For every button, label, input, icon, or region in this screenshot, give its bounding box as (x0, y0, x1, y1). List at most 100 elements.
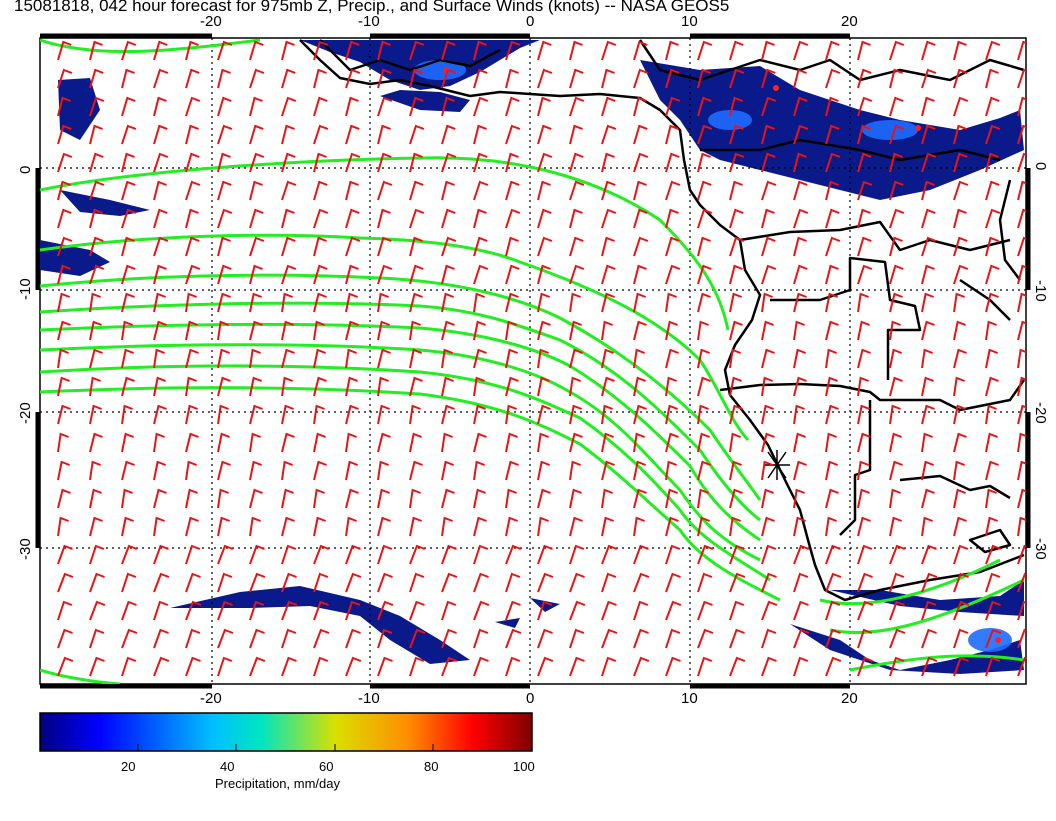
wind-barb (761, 600, 778, 621)
wind-barb (409, 460, 423, 481)
wind-barb (537, 488, 551, 509)
wind-barb (89, 348, 103, 369)
wind-barb (601, 68, 615, 89)
wind-barb (729, 544, 745, 565)
wind-barb (985, 40, 1001, 61)
wind-barb (857, 516, 871, 537)
wind-barb (473, 236, 488, 257)
wind-barb (1017, 488, 1026, 509)
wind-barb (1017, 348, 1026, 369)
wind-barb (473, 208, 487, 229)
wind-barb (601, 348, 614, 369)
wind-barb (409, 68, 423, 89)
wind-barb (153, 628, 169, 649)
wind-barb (889, 460, 903, 481)
wind-barb (473, 40, 487, 61)
wind-barb (601, 376, 615, 397)
wind-barb (57, 68, 73, 89)
wind-barb (985, 124, 1001, 145)
wind-barb (217, 488, 229, 509)
wind-barb (1017, 404, 1026, 425)
wind-barb (665, 600, 682, 621)
wind-barb (217, 208, 233, 229)
wind-barb (505, 292, 519, 313)
wind-barb (857, 404, 870, 425)
wind-barb (921, 404, 935, 425)
wind-barb (697, 180, 712, 201)
wind-barb (441, 516, 453, 537)
wind-barb (569, 96, 585, 117)
wind-barb (1017, 572, 1026, 593)
map-title: 15081818, 042 hour forecast for 975mb Z,… (14, 0, 730, 15)
wind-barb (473, 348, 487, 369)
wind-barb (249, 236, 265, 257)
wind-barb (729, 404, 743, 425)
wind-barb (889, 320, 901, 341)
wind-barb (761, 628, 777, 649)
wind-barb (825, 544, 841, 565)
wind-barb (313, 124, 329, 145)
wind-barb (985, 488, 997, 509)
wind-barb (921, 320, 935, 341)
wind-barb (1017, 124, 1026, 145)
wind-barb (761, 320, 774, 341)
wind-barb (633, 320, 647, 341)
wind-barb (697, 348, 710, 369)
wind-barb (889, 180, 904, 201)
wind-barb (505, 264, 520, 285)
wind-barb (729, 572, 746, 593)
wind-barb (121, 96, 136, 117)
wind-barb (569, 460, 581, 481)
wind-barb (601, 40, 617, 61)
wind-barb (377, 376, 389, 397)
wind-barb (409, 348, 422, 369)
wind-barb (217, 320, 229, 341)
wind-barb (505, 656, 521, 677)
wind-barb (953, 628, 969, 649)
wind-barb (601, 96, 616, 117)
wind-barb (793, 572, 809, 593)
wind-barb (857, 432, 871, 453)
wind-barb (217, 572, 233, 593)
wind-barb (345, 236, 361, 257)
wind-barb (441, 572, 458, 593)
wind-barb (121, 236, 135, 257)
wind-barb (857, 348, 871, 369)
wind-barb (953, 96, 969, 117)
wind-barb (569, 628, 585, 649)
wind-barb (473, 572, 489, 593)
wind-barb (377, 40, 391, 61)
wind-barb (665, 516, 679, 537)
wind-barb (665, 96, 681, 117)
wind-barb (441, 656, 458, 677)
lat-label: -10 (1032, 280, 1049, 302)
wind-barb (377, 600, 394, 621)
wind-barb (889, 264, 904, 285)
wind-barb (505, 572, 521, 593)
wind-barb (377, 264, 393, 285)
wind-barb (313, 432, 326, 453)
wind-barb (921, 656, 938, 677)
wind-barb (441, 432, 453, 453)
wind-barb (601, 600, 617, 621)
wind-barb (121, 180, 136, 201)
wind-barb (441, 208, 456, 229)
wind-barb (697, 572, 713, 593)
wind-barb (409, 236, 423, 257)
wind-barb (505, 544, 522, 565)
wind-barb (377, 152, 392, 173)
wind-barb (89, 40, 103, 61)
wind-barb (345, 628, 361, 649)
wind-barb (697, 544, 714, 565)
wind-barb (569, 292, 581, 313)
wind-barb (57, 572, 74, 593)
wind-barb (761, 404, 774, 425)
wind-barb (665, 320, 678, 341)
wind-barb (793, 628, 810, 649)
wind-barb (633, 264, 647, 285)
wind-barb (345, 68, 361, 89)
wind-barb (601, 152, 615, 173)
wind-barb (153, 404, 167, 425)
wind-barb (729, 516, 741, 537)
wind-barb (985, 460, 999, 481)
